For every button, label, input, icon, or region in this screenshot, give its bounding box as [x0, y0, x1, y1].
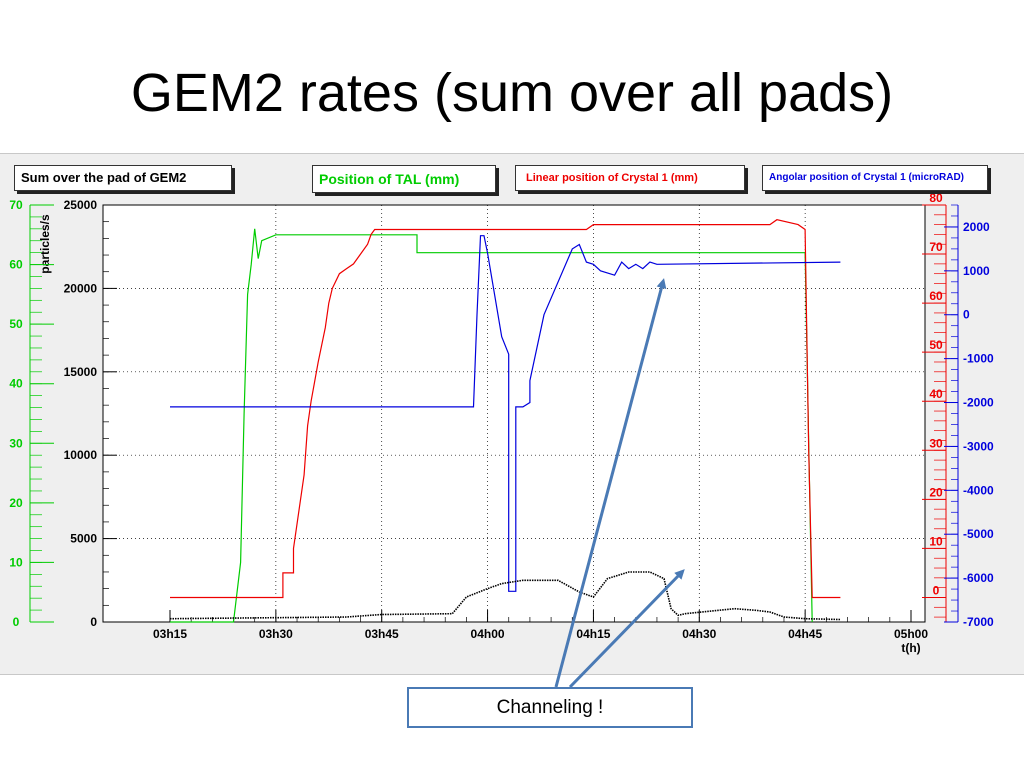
angular-tick-label: 0 [963, 308, 970, 322]
x-axis-label: t(h) [901, 641, 920, 655]
x-tick-label: 03h45 [365, 627, 399, 641]
x-tick-label: 03h30 [259, 627, 293, 641]
x-tick-label: 04h15 [576, 627, 610, 641]
slide-title: GEM2 rates (sum over all pads) [130, 63, 894, 123]
x-tick-label: 04h45 [788, 627, 822, 641]
angular-tick-label: -4000 [963, 483, 994, 497]
series-line-crystal-linear [170, 219, 841, 599]
tal-tick-label: 50 [9, 317, 23, 331]
x-tick-label: 05h00 [894, 627, 928, 641]
x-tick-label: 04h00 [471, 627, 505, 641]
legend-rates-label: Sum over the pad of GEM2 [21, 170, 187, 185]
tal-tick-label: 40 [9, 377, 23, 391]
linear-tick-label: 50 [929, 338, 943, 352]
tal-tick-label: 20 [9, 496, 23, 510]
angular-tick-label: -6000 [963, 571, 994, 585]
rates-tick-label: 5000 [70, 532, 97, 546]
rates-tick-label: 15000 [64, 365, 98, 379]
tal-tick-label: 10 [9, 555, 23, 569]
rates-tick-label: 0 [90, 615, 97, 629]
angular-tick-label: -5000 [963, 527, 994, 541]
legend-crystal-angular-label: Angolar position of Crystal 1 (microRAD) [769, 172, 965, 183]
plot-frame [102, 204, 926, 623]
legend-tal-label: Position of TAL (mm) [319, 171, 460, 187]
channeling-callout: Channeling ! [407, 687, 693, 728]
x-tick-label: 03h15 [153, 627, 187, 641]
rates-tick-label: 25000 [64, 198, 98, 212]
callout-text: Channeling ! [496, 696, 604, 718]
tal-tick-label: 30 [9, 436, 23, 450]
linear-tick-label: 20 [929, 485, 943, 499]
legend-crystal-angular: Angolar position of Crystal 1 (microRAD) [762, 165, 988, 191]
linear-tick-label: 40 [929, 387, 943, 401]
legend-rates: Sum over the pad of GEM2 [14, 165, 232, 191]
legend-crystal-linear-label: Linear position of Crystal 1 (mm) [526, 172, 698, 184]
series-line-crystal-angular [170, 235, 841, 592]
linear-tick-label: 30 [929, 436, 943, 450]
tal-tick-label: 0 [13, 615, 20, 629]
angular-tick-label: 1000 [963, 264, 990, 278]
angular-tick-label: 2000 [963, 220, 990, 234]
angular-tick-label: -2000 [963, 396, 994, 410]
legend-tal: Position of TAL (mm) [312, 165, 496, 193]
rates-tick-label: 20000 [64, 281, 98, 295]
linear-tick-label: 0 [933, 583, 940, 597]
linear-tick-label: 60 [929, 289, 943, 303]
legend-crystal-linear: Linear position of Crystal 1 (mm) [515, 165, 745, 191]
chart-plot: 03h15 03h30 03h45 04h00 04h15 04h30 04h45 05h00… [9, 191, 994, 655]
angular-tick-label: -3000 [963, 439, 994, 453]
linear-tick-label: 70 [929, 240, 943, 254]
plot-canvas: 03h15 03h30 03h45 04h00 04h15 04h30 04h45 05h00… [0, 153, 1024, 675]
linear-tick-label: 80 [929, 191, 943, 205]
tal-tick-label: 60 [9, 258, 23, 272]
x-tick-label: 04h30 [682, 627, 716, 641]
rates-tick-label: 10000 [64, 448, 98, 462]
angular-tick-label: -7000 [963, 615, 994, 629]
series-line-tal [170, 228, 813, 623]
angular-tick-label: -1000 [963, 352, 994, 366]
tal-tick-label: 70 [9, 198, 23, 212]
linear-tick-label: 10 [929, 534, 943, 548]
